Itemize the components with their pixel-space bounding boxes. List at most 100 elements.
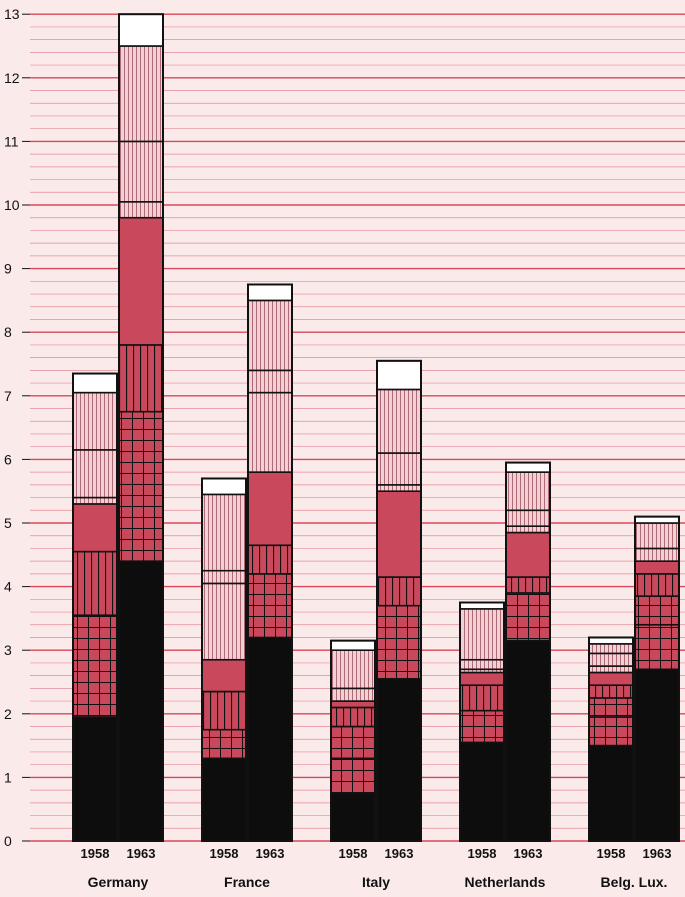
bar-outline	[634, 515, 680, 842]
bar-segment	[72, 614, 118, 718]
bar-segment	[459, 741, 505, 842]
y-tick-label: 9	[4, 261, 12, 277]
bar-segment	[118, 410, 164, 562]
bar-segment	[634, 623, 680, 671]
bar-segment	[505, 525, 551, 534]
bar-segment	[201, 690, 247, 731]
y-tick-label: 10	[4, 197, 20, 213]
x-axis-labels: 1958 1963 Germany 1958 1963 France 1958 1963 Ita…	[81, 846, 672, 890]
bar-segment	[588, 652, 634, 667]
bar-segment	[634, 595, 680, 626]
bar-outline	[376, 359, 422, 842]
bar-segment	[201, 569, 247, 585]
y-tick-label: 0	[4, 833, 12, 849]
y-tick-label: 12	[4, 70, 20, 86]
bar-segment	[588, 671, 634, 686]
country-label: Netherlands	[465, 874, 546, 890]
bar-segment	[376, 490, 422, 578]
bar-segment	[459, 684, 505, 712]
bar-segment	[459, 709, 505, 744]
bar-outline	[201, 477, 247, 842]
bar-segment	[459, 608, 505, 661]
bar-segment	[330, 649, 376, 690]
bar-segment	[72, 550, 118, 617]
bar-segment	[201, 582, 247, 661]
bar-outline	[247, 283, 293, 842]
bar-segment	[72, 372, 118, 394]
bar-segment	[505, 509, 551, 527]
bar-segment	[72, 503, 118, 553]
bar-segment	[201, 658, 247, 693]
bar-segment	[118, 216, 164, 346]
bar-segment	[201, 757, 247, 842]
bar-outline	[72, 372, 118, 842]
bar-outline	[505, 461, 551, 842]
bar-segment	[588, 744, 634, 842]
bar-segment	[72, 716, 118, 842]
bar-segment	[330, 706, 376, 728]
bar-segment	[118, 560, 164, 842]
bar-segment	[505, 531, 551, 578]
bar-segment	[459, 671, 505, 686]
bar-year-label: 1963	[643, 846, 672, 861]
bar-year-label: 1958	[339, 846, 368, 861]
bar-segment	[376, 604, 422, 680]
bar-segment	[118, 45, 164, 143]
bar-segment	[201, 477, 247, 496]
y-tick-label: 5	[4, 515, 12, 531]
bar-segment	[330, 700, 376, 709]
bar-segment	[247, 299, 293, 372]
bar-segment	[247, 471, 293, 547]
bar-segment	[505, 471, 551, 512]
bar-segment	[505, 592, 551, 642]
bar-segment	[588, 716, 634, 747]
bar-segment	[201, 728, 247, 760]
bar-outline	[588, 636, 634, 842]
country-label: Germany	[88, 874, 149, 890]
bar-segment	[376, 484, 422, 492]
bar-segment	[330, 687, 376, 702]
bar-segment	[201, 493, 247, 572]
bar-segment	[247, 369, 293, 394]
y-tick-label: 8	[4, 324, 12, 340]
bar-segment	[505, 576, 551, 594]
bar-segment	[634, 573, 680, 597]
y-tick-label: 7	[4, 388, 12, 404]
bar-segment	[634, 522, 680, 550]
bar-segment	[588, 697, 634, 718]
bar-outline	[330, 639, 376, 842]
bar-segment	[330, 757, 376, 795]
bar-segment	[118, 201, 164, 219]
country-label: Italy	[362, 874, 390, 890]
bar-year-label: 1958	[597, 846, 626, 861]
bar-segment	[634, 547, 680, 562]
bar-segment	[118, 344, 164, 413]
bar-segment	[247, 636, 293, 842]
country-label: France	[224, 874, 270, 890]
bar-segment	[588, 684, 634, 699]
bar-year-label: 1958	[468, 846, 497, 861]
bar-segment	[376, 576, 422, 607]
bar-segment	[634, 560, 680, 575]
y-tick-label: 6	[4, 451, 12, 467]
bar-segment	[330, 639, 376, 651]
bar-segment	[247, 544, 293, 575]
bar-segment	[72, 449, 118, 499]
bar-segment	[376, 452, 422, 486]
bar-segment	[588, 643, 634, 655]
bar-year-label: 1958	[210, 846, 239, 861]
bar-segment	[330, 792, 376, 842]
bar-year-label: 1963	[127, 846, 156, 861]
bar-outline	[459, 601, 505, 842]
bar-segment	[376, 388, 422, 454]
bar-segment	[505, 639, 551, 842]
y-tick-label: 11	[4, 133, 19, 149]
bar-segment	[72, 391, 118, 451]
bar-segment	[376, 360, 422, 391]
bar-year-label: 1963	[385, 846, 414, 861]
y-tick-label: 3	[4, 642, 12, 658]
bar-segment	[588, 665, 634, 674]
